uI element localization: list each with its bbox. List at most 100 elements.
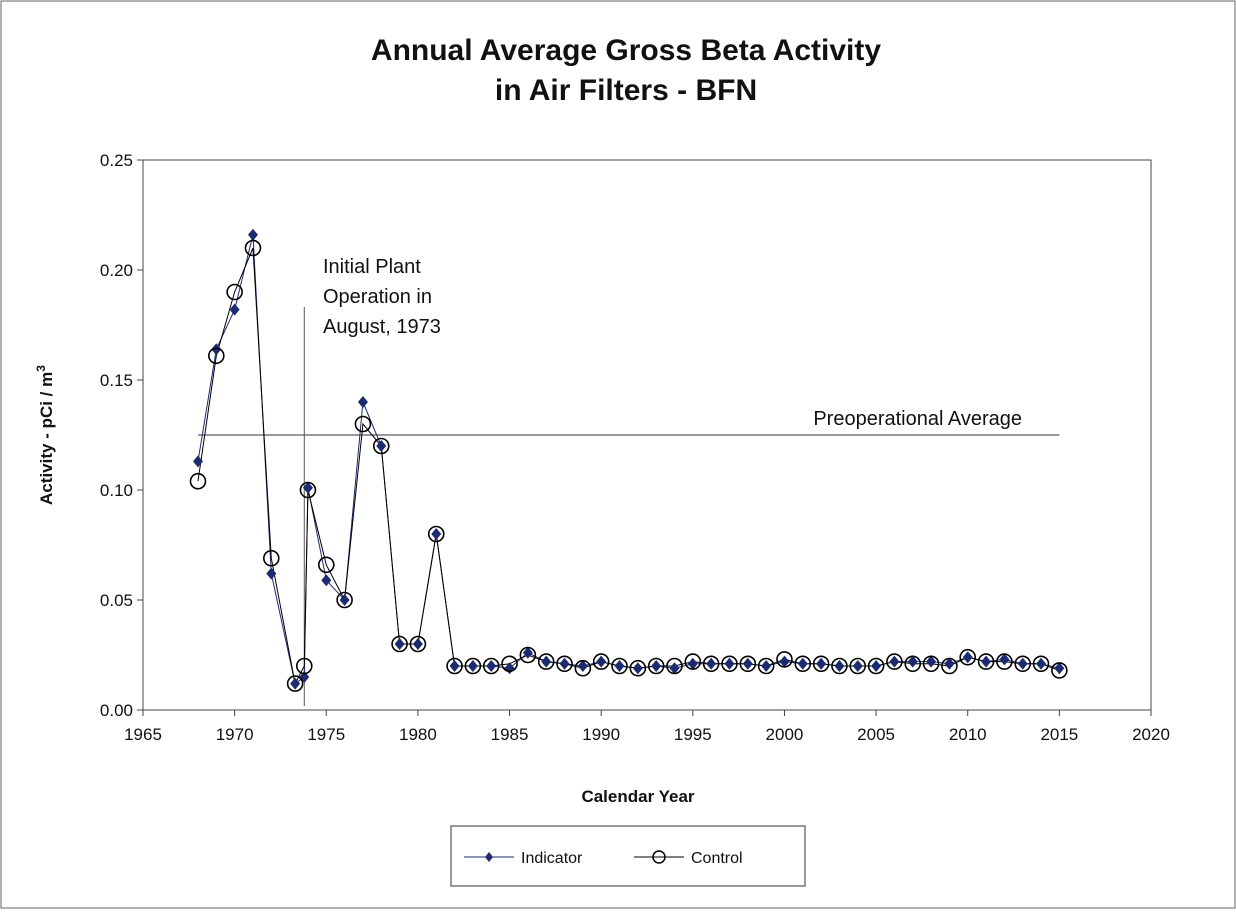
marker [871,660,882,672]
marker [336,591,353,609]
marker [1017,657,1028,670]
marker [941,657,958,675]
marker [537,653,555,670]
marker [684,653,702,670]
event-label: Initial Plant [323,256,421,278]
marker [904,655,922,673]
marker [907,655,918,668]
y-tick-label: 0.15 [100,371,133,390]
marker [574,659,592,677]
marker [321,574,332,587]
y-tick-label: 0.05 [100,591,133,610]
marker [302,481,313,494]
event-label: August, 1973 [323,316,441,338]
legend-marker [485,852,493,862]
y-tick-label: 0.00 [100,701,133,720]
marker [889,655,900,668]
chart-title: in Air Filters - BFN [495,74,757,107]
marker [449,660,460,672]
plot-area [142,159,1152,711]
marker [776,651,793,668]
marker [596,655,607,668]
marker [669,662,680,675]
marker [522,646,533,659]
x-tick-label: 1980 [399,725,437,744]
marker [834,660,845,672]
marker [651,660,662,672]
marker [208,347,225,365]
marker [409,635,427,653]
marker [849,657,867,675]
marker [541,655,552,668]
marker [632,662,643,675]
marker [797,657,808,670]
marker [482,657,500,675]
marker [944,657,955,670]
chart-title: Annual Average Gross Beta Activity [371,34,881,67]
marker [317,556,335,574]
marker [266,567,277,580]
x-tick-label: 1965 [124,725,162,744]
marker [464,657,482,675]
y-axis-label-text: Activity - pCi / m [37,372,56,505]
marker [286,675,304,692]
x-tick-label: 1995 [674,725,712,744]
marker [501,655,518,673]
marker [244,239,262,257]
marker [886,653,903,670]
marker [592,653,610,670]
marker [229,303,240,316]
x-tick-label: 1975 [307,725,345,744]
marker [867,657,885,675]
x-tick-label: 2015 [1040,725,1078,744]
marker [226,283,243,301]
marker [1014,655,1032,673]
marker [486,660,497,672]
marker [431,528,442,540]
legend-marker [652,850,666,864]
marker [290,677,301,690]
marker [354,415,372,433]
marker [412,638,423,650]
marker [666,657,683,675]
marker [721,655,738,673]
marker [467,660,478,672]
x-tick-label: 1990 [582,725,620,744]
marker [812,655,830,673]
marker [706,657,717,670]
y-axis-label: Activity - pCi / m3 [34,365,56,505]
marker [761,660,772,672]
marker [519,646,537,664]
marker [757,657,775,675]
x-tick-label: 1970 [216,725,254,744]
legend-label: Indicator [521,850,583,867]
marker [189,472,207,490]
marker [376,440,387,452]
marker [922,655,940,673]
marker [1032,655,1050,673]
marker [702,655,720,673]
marker [614,660,625,672]
marker [427,525,445,543]
marker [831,657,848,675]
marker [977,653,995,670]
marker [962,651,973,664]
x-tick-label: 2010 [949,725,987,744]
x-tick-label: 2020 [1132,725,1170,744]
marker [357,396,368,408]
marker [852,660,863,672]
marker [446,657,463,675]
marker [247,228,258,241]
marker [926,655,937,668]
marker [687,657,698,670]
y-tick-label: 0.20 [100,261,133,280]
marker [779,655,790,668]
y-tick-label: 0.25 [100,151,133,170]
marker [192,455,203,468]
marker [742,657,753,670]
marker [724,657,735,670]
marker [816,657,827,670]
x-tick-label: 2005 [857,725,895,744]
